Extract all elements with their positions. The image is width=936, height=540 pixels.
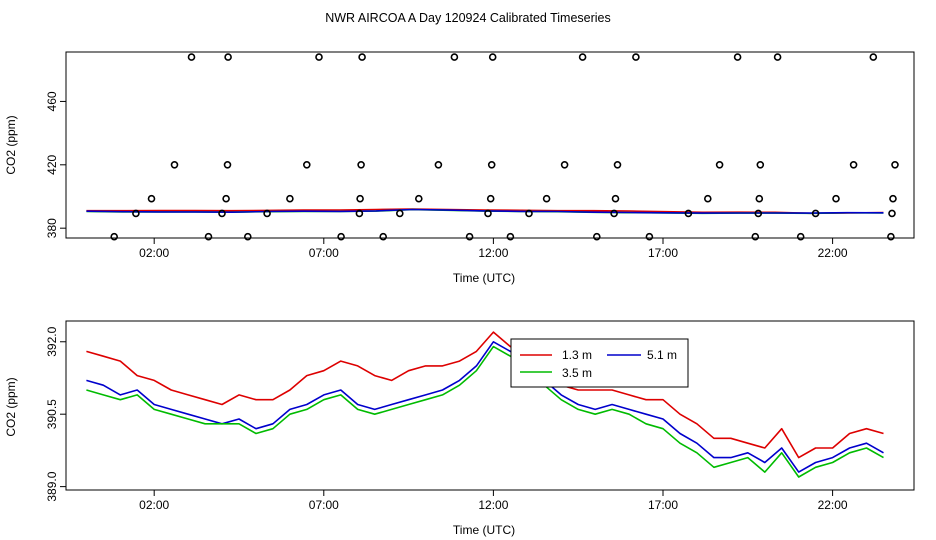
outlier-point	[302, 161, 311, 169]
plot-frame	[65, 320, 915, 491]
outlier-point	[715, 161, 724, 169]
x-tick-label: 07:00	[309, 498, 339, 512]
outlier-point	[222, 194, 230, 203]
outlier-point	[337, 232, 345, 241]
outlier-point	[610, 209, 618, 218]
legend-box	[510, 338, 689, 388]
outlier-point	[357, 161, 365, 169]
legend-label-3-5m: 3.5 m	[562, 366, 592, 380]
outlier-point	[170, 161, 179, 169]
outlier-point	[132, 209, 140, 218]
outlier-point	[613, 161, 622, 169]
x-tick-label: 07:00	[309, 246, 339, 260]
y-axis-label: CO2 (ppm)	[4, 377, 18, 436]
outlier-point	[684, 209, 693, 218]
outlier-point	[832, 194, 840, 203]
y-tick-label: 380	[45, 218, 59, 238]
outlier-point	[891, 161, 899, 169]
legend-label-5-1m: 5.1 m	[647, 348, 677, 362]
outlier-point	[751, 232, 760, 241]
outlier-point	[465, 232, 474, 241]
outlier-point	[204, 232, 213, 241]
figure-title: NWR AIRCOA A Day 120924 Calibrated Times…	[325, 11, 611, 25]
outlier-point	[379, 232, 388, 241]
outlier-point	[632, 53, 640, 61]
outlier-point	[223, 161, 232, 169]
outlier-point	[887, 232, 895, 241]
outlier-point	[506, 232, 515, 241]
outlier-point	[395, 209, 404, 218]
x-tick-label: 22:00	[818, 246, 848, 260]
outlier-point	[611, 194, 620, 203]
outlier-point	[645, 232, 654, 241]
x-axis-label: Time (UTC)	[453, 271, 515, 285]
outlier-point	[525, 209, 533, 218]
legend: 1.3 m 5.1 m 3.5 m	[510, 338, 689, 388]
legend-label-1-3m: 1.3 m	[562, 348, 592, 362]
outlier-point	[754, 209, 763, 218]
outlier-point	[450, 53, 459, 61]
outlier-point	[358, 53, 366, 61]
outlier-point	[592, 232, 601, 241]
outlier-point	[286, 194, 294, 203]
outlier-point	[356, 194, 364, 203]
outlier-point	[849, 161, 858, 169]
series-line-5-1-m	[86, 340, 884, 473]
outlier-point	[487, 161, 496, 169]
outlier-point	[889, 194, 897, 203]
outlier-point	[263, 209, 271, 218]
outlier-point	[560, 161, 569, 169]
x-axis-label: Time (UTC)	[453, 523, 515, 537]
outlier-point	[484, 209, 492, 218]
outlier-point	[703, 194, 712, 203]
outlier-point	[869, 53, 878, 61]
y-tick-label: 390.5	[45, 399, 59, 429]
y-tick-label: 392.0	[45, 326, 59, 356]
x-tick-label: 17:00	[648, 498, 678, 512]
y-tick-label: 460	[45, 91, 59, 111]
y-axis-label: CO2 (ppm)	[4, 115, 18, 174]
x-tick-label: 22:00	[818, 498, 848, 512]
series-line-3-5-m	[86, 345, 884, 478]
outlier-point	[773, 53, 782, 61]
outlier-point	[755, 194, 764, 203]
x-tick-label: 17:00	[648, 246, 678, 260]
outlier-panel: 02:00 07:00 12:00 17:00 22:00 380 420 460 Time…	[4, 51, 915, 285]
outlier-point	[733, 53, 742, 61]
x-tick-label: 02:00	[139, 498, 169, 512]
outlier-point	[486, 194, 495, 203]
outlier-point	[244, 232, 252, 241]
x-tick-label: 12:00	[478, 246, 508, 260]
outlier-point	[756, 161, 765, 169]
outlier-point	[315, 53, 323, 61]
outlier-point	[434, 161, 443, 169]
outlier-point	[218, 209, 226, 218]
outlier-point	[811, 209, 820, 218]
x-tick-label: 12:00	[478, 498, 508, 512]
y-tick-label: 420	[45, 154, 59, 174]
outlier-point	[414, 194, 423, 203]
outlier-point	[355, 209, 364, 218]
outlier-point	[796, 232, 805, 241]
series-line-1-3-m	[86, 331, 884, 459]
plot-frame	[65, 51, 915, 239]
outlier-point	[488, 53, 497, 61]
outlier-point	[187, 53, 196, 61]
x-tick-label: 02:00	[139, 246, 169, 260]
y-tick-label: 389.0	[45, 471, 59, 501]
outlier-point	[542, 194, 551, 203]
outlier-point	[888, 209, 896, 218]
profile-panel: 02:00 07:00 12:00 17:00 22:00 389.0 390.5 392.…	[4, 320, 915, 537]
outlier-point	[224, 53, 232, 61]
outlier-point	[110, 232, 118, 241]
outlier-point	[578, 53, 587, 61]
outlier-point	[147, 194, 156, 203]
